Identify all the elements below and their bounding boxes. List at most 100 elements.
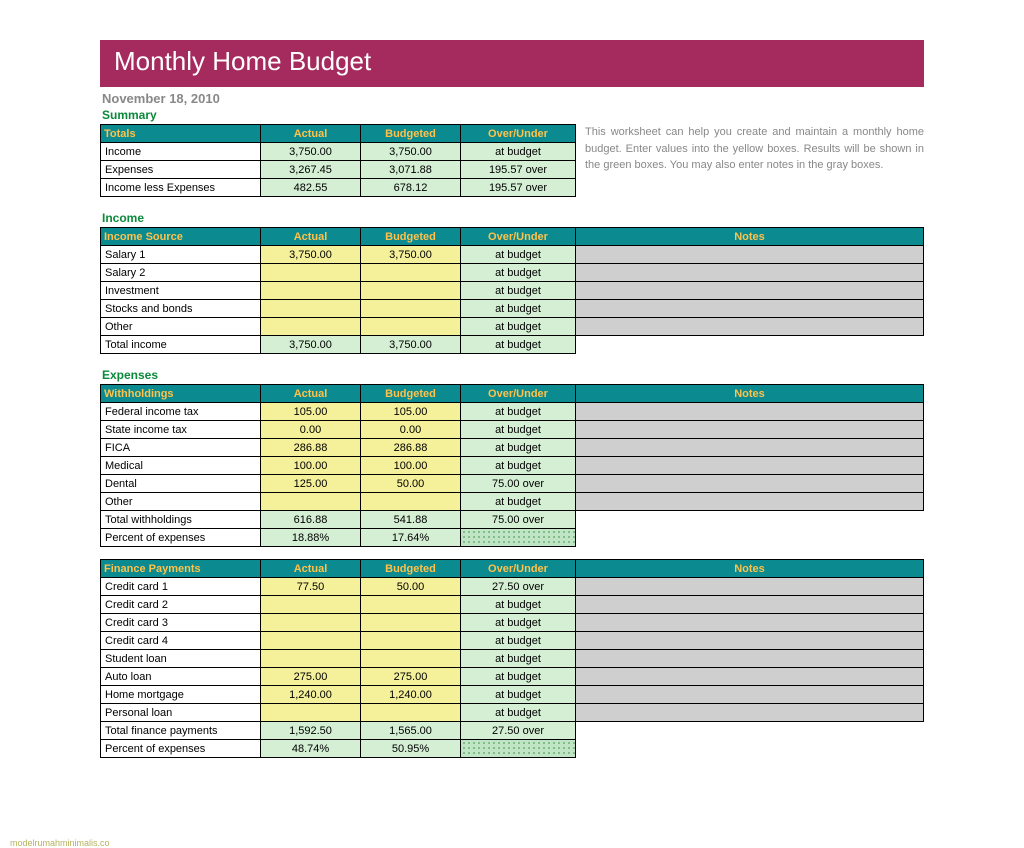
finance-budgeted-input[interactable] (361, 614, 461, 632)
withholdings-actual-input[interactable]: 125.00 (261, 475, 361, 493)
finance-total-over: 27.50 over (461, 722, 576, 740)
finance-total-label: Total finance payments (101, 722, 261, 740)
withholdings-notes-input[interactable] (576, 421, 924, 439)
income-actual-input[interactable] (261, 318, 361, 336)
withholdings-actual-input[interactable] (261, 493, 361, 511)
finance-notes-input[interactable] (576, 632, 924, 650)
income-budgeted-input[interactable] (361, 264, 461, 282)
withholdings-total-over: 75.00 over (461, 511, 576, 529)
finance-budgeted-input[interactable]: 50.00 (361, 578, 461, 596)
income-hdr-budgeted: Budgeted (361, 228, 461, 246)
income-title: Income (102, 211, 924, 225)
finance-budgeted-input[interactable] (361, 704, 461, 722)
withholdings-over: at budget (461, 457, 576, 475)
finance-notes-input[interactable] (576, 704, 924, 722)
summary-title: Summary (102, 108, 924, 122)
withholdings-hdr-overunder: Over/Under (461, 385, 576, 403)
finance-notes-input[interactable] (576, 614, 924, 632)
income-notes-input[interactable] (576, 282, 924, 300)
finance-budgeted-input[interactable] (361, 632, 461, 650)
finance-hdr-overunder: Over/Under (461, 560, 576, 578)
income-label: Other (101, 318, 261, 336)
withholdings-label: Other (101, 493, 261, 511)
finance-label: Student loan (101, 650, 261, 668)
finance-actual-input[interactable] (261, 632, 361, 650)
finance-budgeted-input[interactable] (361, 596, 461, 614)
summary-hdr-actual: Actual (261, 125, 361, 143)
income-budgeted-input[interactable] (361, 282, 461, 300)
page-title: Monthly Home Budget (100, 40, 924, 87)
finance-notes-input[interactable] (576, 578, 924, 596)
finance-actual-input[interactable]: 275.00 (261, 668, 361, 686)
withholdings-budgeted-input[interactable]: 105.00 (361, 403, 461, 421)
income-hdr-notes: Notes (576, 228, 924, 246)
finance-over: at budget (461, 596, 576, 614)
finance-label: Credit card 1 (101, 578, 261, 596)
finance-actual-input[interactable] (261, 650, 361, 668)
income-notes-input[interactable] (576, 318, 924, 336)
withholdings-actual-input[interactable]: 100.00 (261, 457, 361, 475)
income-label: Investment (101, 282, 261, 300)
withholdings-budgeted-input[interactable]: 50.00 (361, 475, 461, 493)
withholdings-budgeted-input[interactable] (361, 493, 461, 511)
finance-over: at budget (461, 650, 576, 668)
withholdings-actual-input[interactable]: 286.88 (261, 439, 361, 457)
income-budgeted-input[interactable]: 3,750.00 (361, 246, 461, 264)
income-actual-input[interactable] (261, 300, 361, 318)
income-total-over: at budget (461, 336, 576, 354)
summary-row-income: Income 3,750.00 3,750.00 at budget (101, 143, 576, 161)
income-actual-input[interactable] (261, 282, 361, 300)
withholdings-label: Medical (101, 457, 261, 475)
withholdings-label: FICA (101, 439, 261, 457)
finance-budgeted-input[interactable]: 1,240.00 (361, 686, 461, 704)
income-budgeted-input[interactable] (361, 318, 461, 336)
finance-table: Finance Payments Actual Budgeted Over/Un… (100, 559, 924, 758)
finance-notes-input[interactable] (576, 668, 924, 686)
income-notes-input[interactable] (576, 264, 924, 282)
withholdings-budgeted-input[interactable]: 100.00 (361, 457, 461, 475)
summary-row-expenses: Expenses 3,267.45 3,071.88 195.57 over (101, 161, 576, 179)
finance-hdr-budgeted: Budgeted (361, 560, 461, 578)
income-actual-input[interactable] (261, 264, 361, 282)
income-table: Income Source Actual Budgeted Over/Under… (100, 227, 924, 354)
finance-notes-input[interactable] (576, 686, 924, 704)
withholdings-notes-input[interactable] (576, 403, 924, 421)
finance-total-budgeted: 1,565.00 (361, 722, 461, 740)
withholdings-percent-budgeted: 17.64% (361, 529, 461, 547)
finance-budgeted-input[interactable] (361, 650, 461, 668)
date-line: November 18, 2010 (102, 91, 924, 106)
withholdings-notes-input[interactable] (576, 493, 924, 511)
withholdings-hdr-notes: Notes (576, 385, 924, 403)
income-total-budgeted: 3,750.00 (361, 336, 461, 354)
withholdings-over: at budget (461, 439, 576, 457)
income-notes-input[interactable] (576, 246, 924, 264)
income-actual-input[interactable]: 3,750.00 (261, 246, 361, 264)
income-budgeted-input[interactable] (361, 300, 461, 318)
income-over: at budget (461, 318, 576, 336)
finance-actual-input[interactable] (261, 614, 361, 632)
withholdings-budgeted-input[interactable]: 286.88 (361, 439, 461, 457)
finance-label: Credit card 4 (101, 632, 261, 650)
income-over: at budget (461, 300, 576, 318)
withholdings-budgeted-input[interactable]: 0.00 (361, 421, 461, 439)
finance-notes-input[interactable] (576, 650, 924, 668)
finance-notes-input[interactable] (576, 596, 924, 614)
withholdings-notes-input[interactable] (576, 457, 924, 475)
income-label: Salary 1 (101, 246, 261, 264)
withholdings-notes-input[interactable] (576, 475, 924, 493)
withholdings-actual-input[interactable]: 0.00 (261, 421, 361, 439)
finance-actual-input[interactable]: 77.50 (261, 578, 361, 596)
finance-actual-input[interactable] (261, 596, 361, 614)
finance-over: 27.50 over (461, 578, 576, 596)
income-hdr-actual: Actual (261, 228, 361, 246)
finance-budgeted-input[interactable]: 275.00 (361, 668, 461, 686)
finance-actual-input[interactable] (261, 704, 361, 722)
withholdings-label: Dental (101, 475, 261, 493)
withholdings-actual-input[interactable]: 105.00 (261, 403, 361, 421)
withholdings-notes-input[interactable] (576, 439, 924, 457)
finance-over: at budget (461, 632, 576, 650)
withholdings-over: at budget (461, 403, 576, 421)
withholdings-percent-over (461, 529, 576, 547)
finance-actual-input[interactable]: 1,240.00 (261, 686, 361, 704)
income-notes-input[interactable] (576, 300, 924, 318)
